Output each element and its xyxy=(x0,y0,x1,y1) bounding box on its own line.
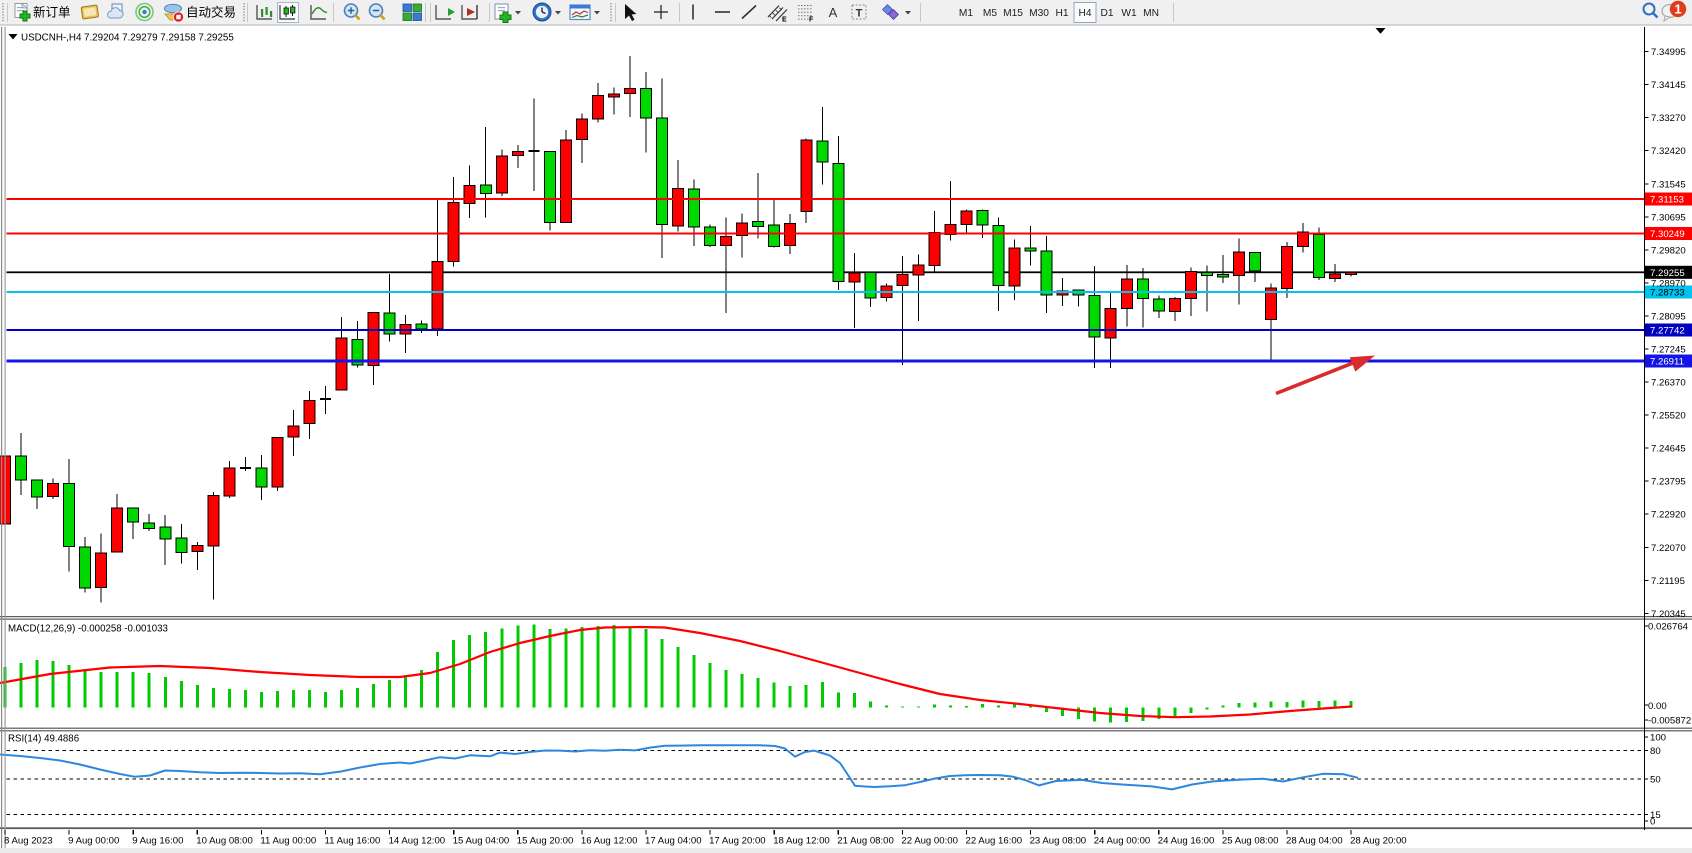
svg-text:7.28095: 7.28095 xyxy=(1651,312,1686,323)
svg-text:0.026764: 0.026764 xyxy=(1648,622,1689,633)
svg-text:25 Aug 08:00: 25 Aug 08:00 xyxy=(1222,836,1279,847)
svg-text:H4: H4 xyxy=(1078,8,1091,19)
svg-text:7.33270: 7.33270 xyxy=(1651,113,1686,124)
svg-text:0.00: 0.00 xyxy=(1648,701,1667,712)
svg-text:7.29255: 7.29255 xyxy=(1650,268,1685,279)
svg-text:80: 80 xyxy=(1650,746,1661,757)
svg-text:D1: D1 xyxy=(1100,8,1113,19)
svg-text:16 Aug 12:00: 16 Aug 12:00 xyxy=(581,836,638,847)
svg-text:H1: H1 xyxy=(1055,8,1068,19)
svg-text:24 Aug 16:00: 24 Aug 16:00 xyxy=(1158,836,1215,847)
svg-text:F: F xyxy=(809,17,814,24)
svg-text:W1: W1 xyxy=(1121,8,1137,19)
svg-text:0: 0 xyxy=(1650,817,1655,828)
svg-text:14 Aug 12:00: 14 Aug 12:00 xyxy=(389,836,446,847)
svg-text:15: 15 xyxy=(1650,810,1661,821)
svg-text:28 Aug 04:00: 28 Aug 04:00 xyxy=(1286,836,1343,847)
svg-text:7.21195: 7.21195 xyxy=(1651,576,1685,587)
svg-text:7.20345: 7.20345 xyxy=(1651,609,1686,620)
svg-text:7.29820: 7.29820 xyxy=(1651,245,1686,256)
svg-text:7.22070: 7.22070 xyxy=(1651,543,1686,554)
svg-text:9 Aug 16:00: 9 Aug 16:00 xyxy=(132,836,183,847)
svg-text:7.31153: 7.31153 xyxy=(1650,195,1684,206)
svg-text:7.24645: 7.24645 xyxy=(1651,444,1686,455)
svg-text:新订单: 新订单 xyxy=(33,5,71,20)
svg-text:11 Aug 16:00: 11 Aug 16:00 xyxy=(325,836,381,847)
svg-text:15 Aug 20:00: 15 Aug 20:00 xyxy=(517,836,574,847)
svg-text:7.32420: 7.32420 xyxy=(1651,146,1686,157)
svg-text:7.28970: 7.28970 xyxy=(1651,278,1686,289)
svg-text:7.26370: 7.26370 xyxy=(1651,378,1686,389)
svg-text:22 Aug 16:00: 22 Aug 16:00 xyxy=(966,836,1023,847)
svg-text:22 Aug 00:00: 22 Aug 00:00 xyxy=(901,836,958,847)
svg-text:18 Aug 12:00: 18 Aug 12:00 xyxy=(773,836,830,847)
svg-text:7.27742: 7.27742 xyxy=(1650,326,1685,337)
svg-text:M1: M1 xyxy=(959,8,973,19)
svg-text:9 Aug 00:00: 9 Aug 00:00 xyxy=(68,836,119,847)
svg-text:USDCNH-,H4: USDCNH-,H4 xyxy=(21,33,82,44)
svg-text:7.28733: 7.28733 xyxy=(1650,288,1685,299)
svg-text:11 Aug 00:00: 11 Aug 00:00 xyxy=(260,836,316,847)
svg-text:自动交易: 自动交易 xyxy=(186,5,236,20)
svg-text:7.26911: 7.26911 xyxy=(1650,357,1684,368)
svg-text:28 Aug 20:00: 28 Aug 20:00 xyxy=(1350,836,1407,847)
svg-text:10 Aug 08:00: 10 Aug 08:00 xyxy=(196,836,253,847)
svg-text:7.29204 7.29279 7.29158 7.2925: 7.29204 7.29279 7.29158 7.29255 xyxy=(84,33,234,44)
svg-text:7.23795: 7.23795 xyxy=(1651,477,1686,488)
svg-text:17 Aug 20:00: 17 Aug 20:00 xyxy=(709,836,766,847)
svg-text:8 Aug 2023: 8 Aug 2023 xyxy=(4,836,53,847)
svg-text:23 Aug 08:00: 23 Aug 08:00 xyxy=(1030,836,1087,847)
svg-text:MN: MN xyxy=(1143,8,1159,19)
svg-text:T: T xyxy=(856,8,863,20)
svg-text:MACD(12,26,9) -0.000258 -0.001: MACD(12,26,9) -0.000258 -0.001033 xyxy=(8,624,168,635)
svg-text:M15: M15 xyxy=(1003,8,1023,19)
svg-text:7.25520: 7.25520 xyxy=(1651,411,1686,422)
svg-text:24 Aug 00:00: 24 Aug 00:00 xyxy=(1094,836,1151,847)
svg-text:100: 100 xyxy=(1650,733,1666,744)
svg-text:15 Aug 04:00: 15 Aug 04:00 xyxy=(453,836,510,847)
svg-text:7.27245: 7.27245 xyxy=(1651,345,1686,356)
svg-text:A: A xyxy=(829,5,838,20)
svg-text:7.34995: 7.34995 xyxy=(1651,47,1686,58)
svg-text:7.22920: 7.22920 xyxy=(1651,510,1686,521)
svg-text:17 Aug 04:00: 17 Aug 04:00 xyxy=(645,836,702,847)
svg-text:E: E xyxy=(782,17,787,24)
svg-text:7.30695: 7.30695 xyxy=(1651,212,1686,223)
svg-text:21 Aug 08:00: 21 Aug 08:00 xyxy=(837,836,894,847)
svg-text:7.31545: 7.31545 xyxy=(1651,179,1686,190)
svg-text:1: 1 xyxy=(1674,2,1681,17)
svg-text:50: 50 xyxy=(1650,774,1661,785)
svg-text:7.34145: 7.34145 xyxy=(1651,80,1686,91)
svg-text:M30: M30 xyxy=(1029,8,1049,19)
svg-text:RSI(14) 49.4886: RSI(14) 49.4886 xyxy=(8,734,79,745)
svg-text:7.30249: 7.30249 xyxy=(1650,229,1685,240)
svg-text:-0.005872: -0.005872 xyxy=(1648,716,1691,727)
svg-text:M5: M5 xyxy=(983,8,997,19)
